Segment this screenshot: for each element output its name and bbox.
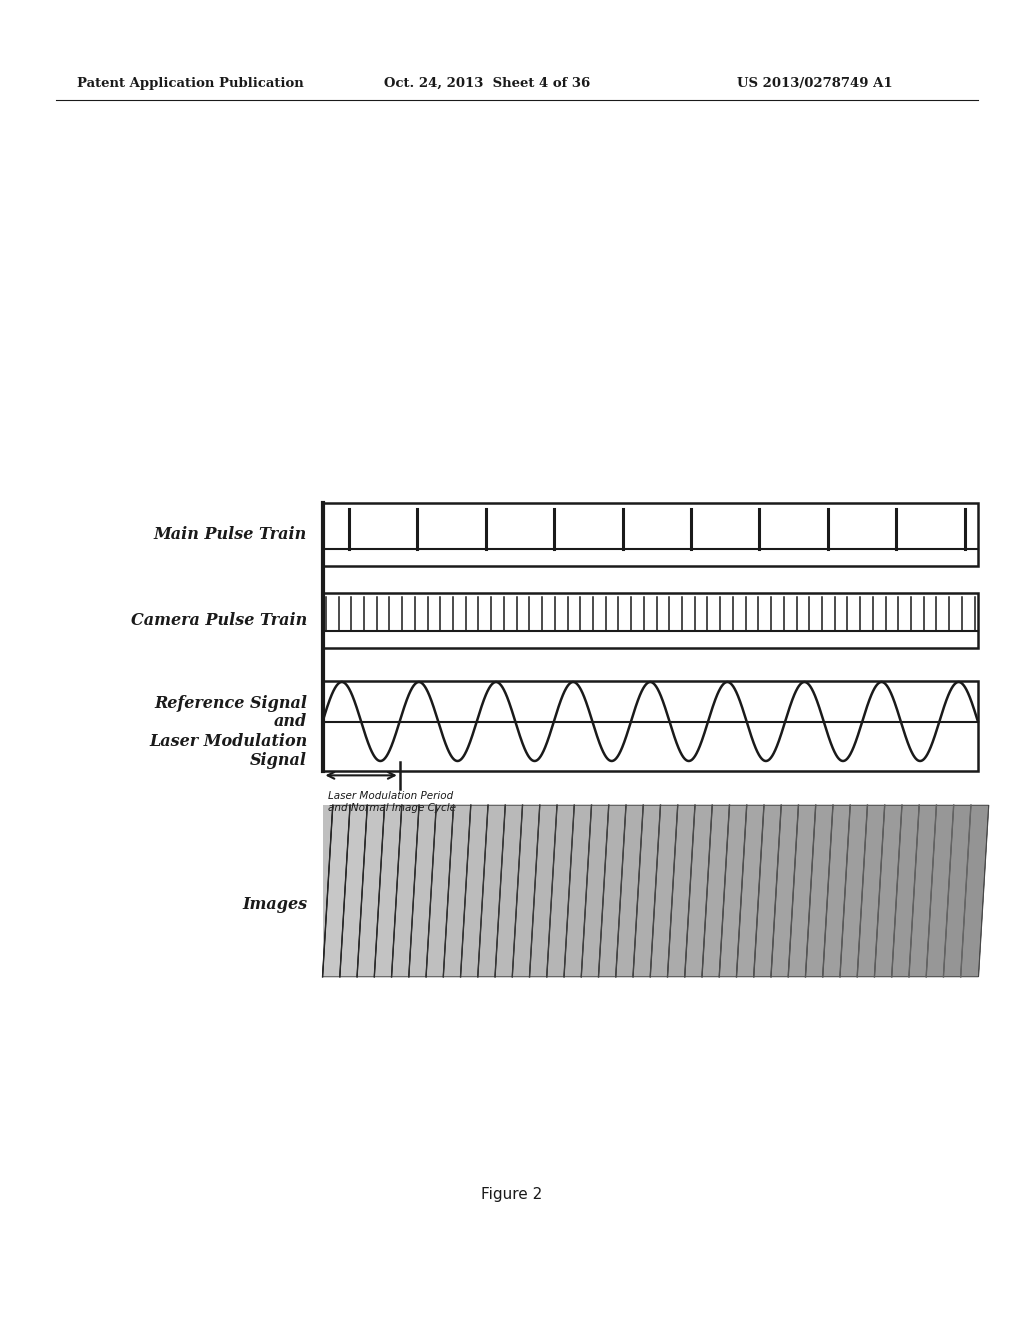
- Polygon shape: [840, 805, 868, 977]
- Polygon shape: [719, 805, 748, 977]
- Polygon shape: [650, 805, 679, 977]
- Polygon shape: [357, 805, 385, 977]
- Polygon shape: [443, 805, 471, 977]
- Polygon shape: [874, 805, 902, 977]
- Polygon shape: [357, 805, 385, 977]
- Polygon shape: [788, 805, 816, 977]
- Polygon shape: [512, 805, 541, 977]
- Bar: [323, 593, 978, 648]
- Text: Laser Modulation Period
and Normal Image Cycle: Laser Modulation Period and Normal Image…: [328, 791, 456, 813]
- Polygon shape: [564, 805, 592, 977]
- Text: Camera Pulse Train: Camera Pulse Train: [131, 612, 307, 628]
- Polygon shape: [943, 805, 971, 977]
- Polygon shape: [771, 805, 800, 977]
- Text: Patent Application Publication: Patent Application Publication: [77, 77, 303, 90]
- Polygon shape: [461, 805, 488, 977]
- Polygon shape: [478, 805, 506, 977]
- Polygon shape: [961, 805, 988, 977]
- Polygon shape: [529, 805, 558, 977]
- Polygon shape: [874, 805, 903, 977]
- Polygon shape: [547, 805, 574, 977]
- Polygon shape: [409, 805, 437, 977]
- Polygon shape: [909, 805, 937, 977]
- Polygon shape: [926, 805, 954, 977]
- Polygon shape: [615, 805, 643, 977]
- Polygon shape: [961, 805, 989, 977]
- Polygon shape: [702, 805, 730, 977]
- Polygon shape: [668, 805, 696, 977]
- Polygon shape: [719, 805, 748, 977]
- Polygon shape: [702, 805, 730, 977]
- Text: Reference Signal: Reference Signal: [155, 696, 307, 711]
- Polygon shape: [461, 805, 488, 977]
- Polygon shape: [736, 805, 764, 977]
- Polygon shape: [857, 805, 885, 977]
- Text: Main Pulse Train: Main Pulse Train: [154, 527, 307, 543]
- Polygon shape: [806, 805, 834, 977]
- Polygon shape: [340, 805, 369, 977]
- Polygon shape: [615, 805, 644, 977]
- Polygon shape: [495, 805, 523, 977]
- Polygon shape: [547, 805, 575, 977]
- Bar: [323, 503, 978, 566]
- Polygon shape: [323, 805, 351, 977]
- Polygon shape: [598, 805, 627, 977]
- Polygon shape: [892, 805, 920, 977]
- Polygon shape: [582, 805, 609, 977]
- Polygon shape: [375, 805, 402, 977]
- Polygon shape: [426, 805, 454, 977]
- Polygon shape: [668, 805, 695, 977]
- Polygon shape: [426, 805, 455, 977]
- Polygon shape: [650, 805, 678, 977]
- Polygon shape: [529, 805, 557, 977]
- Polygon shape: [443, 805, 472, 977]
- Text: US 2013/0278749 A1: US 2013/0278749 A1: [737, 77, 893, 90]
- Polygon shape: [391, 805, 420, 977]
- Polygon shape: [582, 805, 609, 977]
- Polygon shape: [857, 805, 886, 977]
- Bar: [323, 681, 978, 771]
- Polygon shape: [822, 805, 851, 977]
- Polygon shape: [409, 805, 436, 977]
- Polygon shape: [685, 805, 713, 977]
- Polygon shape: [926, 805, 954, 977]
- Polygon shape: [943, 805, 972, 977]
- Text: Images: Images: [242, 896, 307, 912]
- Bar: [323, 805, 978, 977]
- Polygon shape: [822, 805, 851, 977]
- Text: Figure 2: Figure 2: [481, 1187, 543, 1203]
- Polygon shape: [685, 805, 713, 977]
- Polygon shape: [754, 805, 782, 977]
- Polygon shape: [564, 805, 592, 977]
- Polygon shape: [633, 805, 660, 977]
- Polygon shape: [478, 805, 506, 977]
- Polygon shape: [633, 805, 662, 977]
- Polygon shape: [754, 805, 781, 977]
- Polygon shape: [391, 805, 420, 977]
- Text: Oct. 24, 2013  Sheet 4 of 36: Oct. 24, 2013 Sheet 4 of 36: [384, 77, 590, 90]
- Polygon shape: [788, 805, 816, 977]
- Polygon shape: [375, 805, 402, 977]
- Polygon shape: [512, 805, 540, 977]
- Polygon shape: [771, 805, 799, 977]
- Polygon shape: [495, 805, 523, 977]
- Polygon shape: [736, 805, 765, 977]
- Polygon shape: [323, 805, 350, 977]
- Polygon shape: [892, 805, 920, 977]
- Text: and: and: [274, 713, 307, 730]
- Text: Signal: Signal: [250, 751, 307, 768]
- Polygon shape: [598, 805, 627, 977]
- Polygon shape: [840, 805, 867, 977]
- Text: Laser Modulation: Laser Modulation: [148, 733, 307, 750]
- Polygon shape: [909, 805, 937, 977]
- Polygon shape: [806, 805, 834, 977]
- Polygon shape: [340, 805, 368, 977]
